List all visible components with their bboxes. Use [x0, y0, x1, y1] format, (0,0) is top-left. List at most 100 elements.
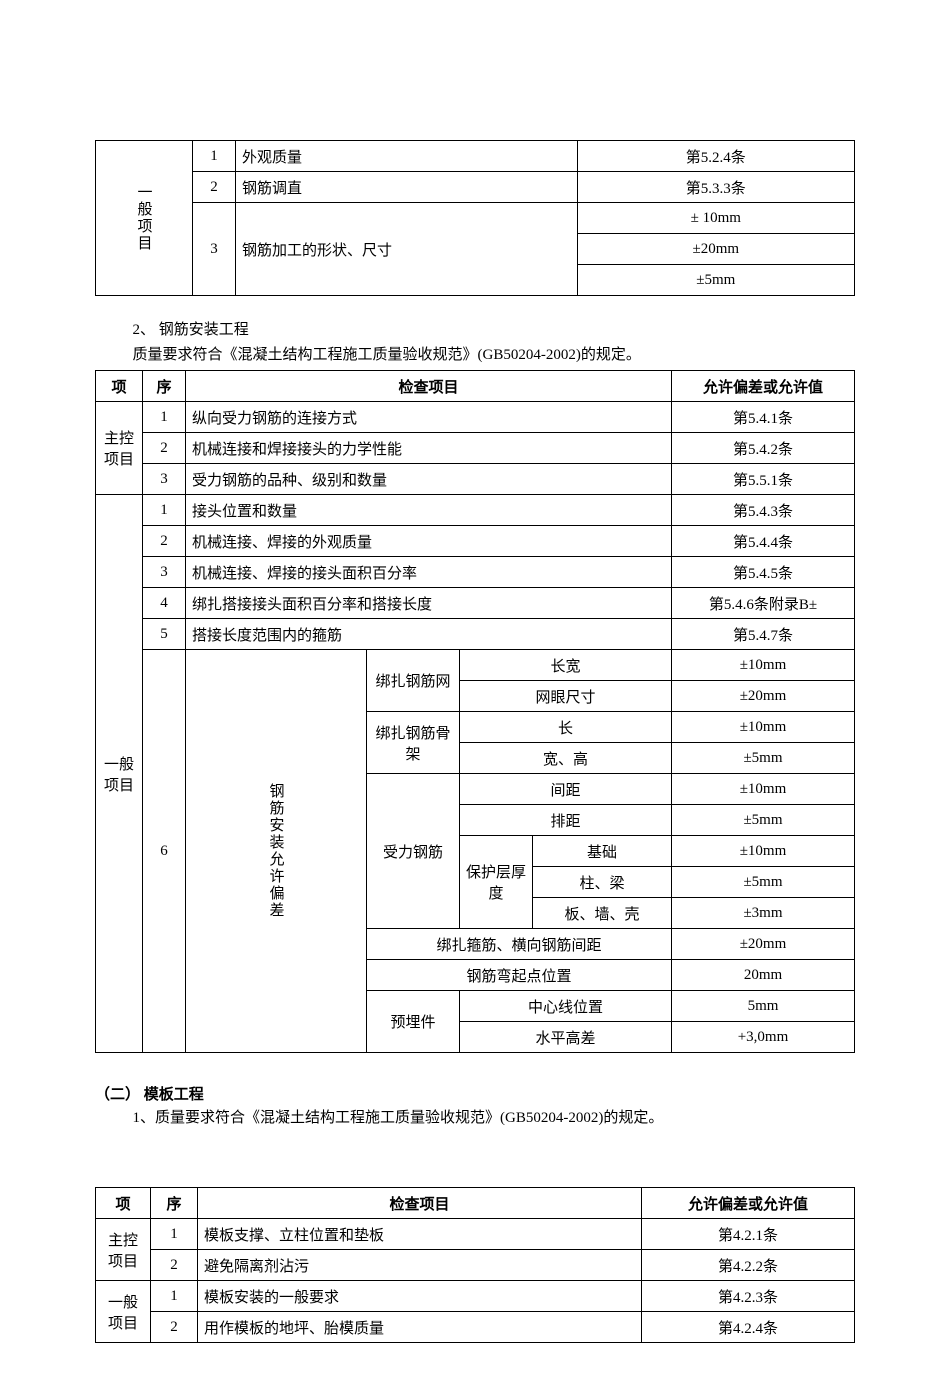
col-item: 检查项目 — [198, 1188, 642, 1219]
section-note: 质量要求符合《混凝土结构工程施工质量验收规范》(GB50204-2002)的规定… — [95, 343, 855, 364]
table-general-processing: 一般项目 1 外观质量 第5.2.4条 2 钢筋调直 第5.3.3条 3 钢筋加… — [95, 140, 855, 296]
sub-label: 预埋件 — [367, 991, 460, 1053]
table-row: 2 避免隔离剂沾污 第4.2.2条 — [96, 1250, 855, 1281]
master-label: 主控项目 — [96, 402, 143, 495]
tol-cell: ±3mm — [672, 898, 855, 929]
tol-cell: ±20mm — [672, 929, 855, 960]
tol-cell: ±5mm — [577, 265, 854, 296]
tol-cell: 第5.2.4条 — [577, 141, 854, 172]
baohu-label: 保护层厚度 — [460, 836, 533, 929]
tol-cell: ±10mm — [672, 836, 855, 867]
item-cell: 搭接长度范围内的箍筋 — [186, 619, 672, 650]
item-cell: 机械连接、焊接的接头面积百分率 — [186, 557, 672, 588]
item-cell: 机械连接、焊接的外观质量 — [186, 526, 672, 557]
tol-cell: ±5mm — [672, 805, 855, 836]
sub-label: 绑扎钢筋骨架 — [367, 712, 460, 774]
item-cell: 模板支撑、立柱位置和垫板 — [198, 1219, 642, 1250]
tol-cell: 20mm — [672, 960, 855, 991]
tol-cell: 第5.4.5条 — [672, 557, 855, 588]
seq-cell: 3 — [193, 203, 236, 296]
sub-item: 网眼尺寸 — [460, 681, 672, 712]
sub-label: 受力钢筋 — [367, 774, 460, 929]
table-formwork: 项 序 检查项目 允许偏差或允许值 主控项目 1 模板支撑、立柱位置和垫板 第4… — [95, 1187, 855, 1343]
group-label: 钢筋安装允许偏差 — [186, 650, 367, 1053]
col-seq: 序 — [143, 371, 186, 402]
table-row: 一般项目 1 模板安装的一般要求 第4.2.3条 — [96, 1281, 855, 1312]
tol-cell: ±10mm — [672, 650, 855, 681]
section3-note: 1、质量要求符合《混凝土结构工程施工质量验收规范》(GB50204-2002)的… — [95, 1106, 855, 1127]
item-cell: 钢筋弯起点位置 — [367, 960, 672, 991]
seq-cell: 1 — [143, 495, 186, 526]
tol-cell: +3,0mm — [672, 1022, 855, 1053]
item-cell: 用作模板的地坪、胎模质量 — [198, 1312, 642, 1343]
tol-cell: ±5mm — [672, 867, 855, 898]
seq-cell: 6 — [143, 650, 186, 1053]
tol-cell: 5mm — [672, 991, 855, 1022]
item-cell: 绑扎搭接接头面积百分率和搭接长度 — [186, 588, 672, 619]
sub-item: 间距 — [460, 774, 672, 805]
table-row: 2 用作模板的地坪、胎模质量 第4.2.4条 — [96, 1312, 855, 1343]
sub-label: 绑扎钢筋网 — [367, 650, 460, 712]
tol-cell: ±10mm — [672, 712, 855, 743]
col-cat: 项 — [96, 1188, 151, 1219]
sub-item: 长 — [460, 712, 672, 743]
item-cell: 钢筋加工的形状、尺寸 — [236, 203, 578, 296]
section-title: 2、 钢筋安装工程 — [95, 318, 855, 339]
sub-item: 基础 — [533, 836, 672, 867]
seq-cell: 3 — [143, 464, 186, 495]
table-row: 一般项目 1 接头位置和数量 第5.4.3条 — [96, 495, 855, 526]
table-row: 2 钢筋调直 第5.3.3条 — [96, 172, 855, 203]
section3-heading: （二） 模板工程 — [95, 1083, 855, 1104]
col-seq: 序 — [151, 1188, 198, 1219]
general-label: 一般项目 — [96, 1281, 151, 1343]
item-cell: 避免隔离剂沾污 — [198, 1250, 642, 1281]
tol-cell: 第4.2.3条 — [642, 1281, 855, 1312]
tol-cell: ±20mm — [672, 681, 855, 712]
tol-cell: ±10mm — [672, 774, 855, 805]
seq-cell: 4 — [143, 588, 186, 619]
tol-cell: 第4.2.4条 — [642, 1312, 855, 1343]
table-row: 5 搭接长度范围内的箍筋 第5.4.7条 — [96, 619, 855, 650]
tol-cell: 第5.5.1条 — [672, 464, 855, 495]
table-row: 2 机械连接、焊接的外观质量 第5.4.4条 — [96, 526, 855, 557]
tol-cell: 第5.4.6条附录B± — [672, 588, 855, 619]
tol-cell: ±20mm — [577, 234, 854, 265]
item-cell: 钢筋调直 — [236, 172, 578, 203]
sub-item: 宽、高 — [460, 743, 672, 774]
col-cat: 项 — [96, 371, 143, 402]
tol-cell: 第5.3.3条 — [577, 172, 854, 203]
seq-cell: 3 — [143, 557, 186, 588]
table-header-row: 项 序 检查项目 允许偏差或允许值 — [96, 371, 855, 402]
tol-cell: 第4.2.1条 — [642, 1219, 855, 1250]
seq-cell: 2 — [193, 172, 236, 203]
general-label: 一般项目 — [96, 495, 143, 1053]
table-row: 3 钢筋加工的形状、尺寸 ± 10mm — [96, 203, 855, 234]
seq-cell: 2 — [143, 526, 186, 557]
item-cell: 模板安装的一般要求 — [198, 1281, 642, 1312]
seq-cell: 2 — [151, 1312, 198, 1343]
tol-cell: 第5.4.3条 — [672, 495, 855, 526]
col-tol: 允许偏差或允许值 — [642, 1188, 855, 1219]
tol-cell: 第5.4.4条 — [672, 526, 855, 557]
tol-cell: ±5mm — [672, 743, 855, 774]
sub-item: 板、墙、壳 — [533, 898, 672, 929]
col-tol: 允许偏差或允许值 — [672, 371, 855, 402]
table-row: 4 绑扎搭接接头面积百分率和搭接长度 第5.4.6条附录B± — [96, 588, 855, 619]
seq-cell: 1 — [143, 402, 186, 433]
table-row: 2 机械连接和焊接接头的力学性能 第5.4.2条 — [96, 433, 855, 464]
item-cell: 受力钢筋的品种、级别和数量 — [186, 464, 672, 495]
seq-cell: 1 — [193, 141, 236, 172]
table-row: 主控项目 1 模板支撑、立柱位置和垫板 第4.2.1条 — [96, 1219, 855, 1250]
tol-cell: 第4.2.2条 — [642, 1250, 855, 1281]
tol-cell: 第5.4.7条 — [672, 619, 855, 650]
seq-cell: 2 — [151, 1250, 198, 1281]
table-row: 3 受力钢筋的品种、级别和数量 第5.5.1条 — [96, 464, 855, 495]
item-cell: 外观质量 — [236, 141, 578, 172]
seq-cell: 1 — [151, 1281, 198, 1312]
sub-item: 中心线位置 — [460, 991, 672, 1022]
item-cell: 接头位置和数量 — [186, 495, 672, 526]
seq-cell: 1 — [151, 1219, 198, 1250]
sub-item: 水平高差 — [460, 1022, 672, 1053]
table-rebar-install: 项 序 检查项目 允许偏差或允许值 主控项目 1 纵向受力钢筋的连接方式 第5.… — [95, 370, 855, 1053]
item-cell: 绑扎箍筋、横向钢筋间距 — [367, 929, 672, 960]
